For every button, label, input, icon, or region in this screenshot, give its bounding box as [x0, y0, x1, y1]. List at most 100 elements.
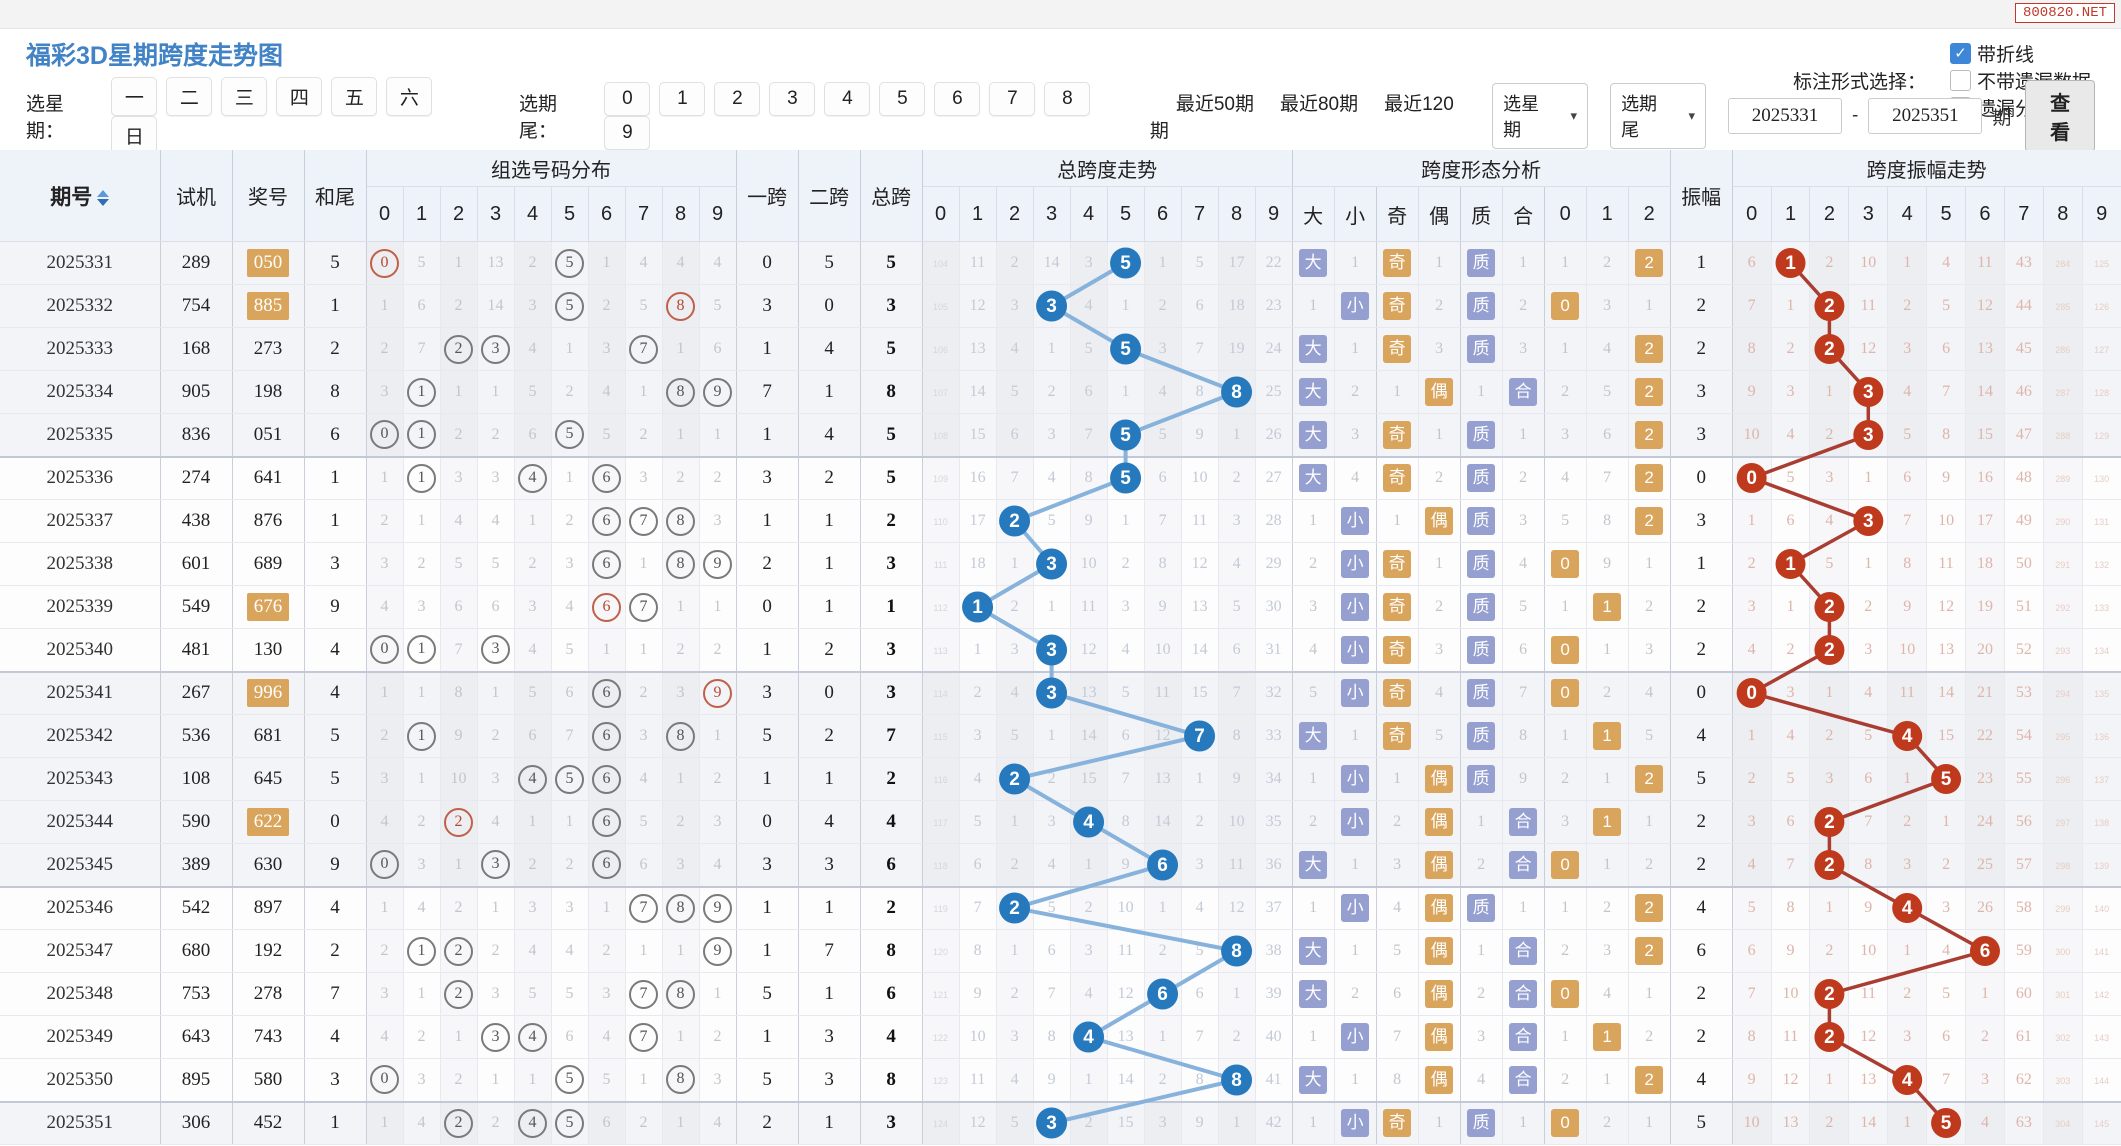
cell-dist-7: 4	[625, 241, 663, 285]
cell-span2: 7	[798, 929, 861, 973]
tail-button-5[interactable]: 5	[879, 82, 926, 116]
miss-count: 62	[2015, 1070, 2032, 1088]
cell-amp-trend-1: 9	[1771, 929, 1811, 973]
cell-dist-6: 5	[588, 1058, 626, 1103]
cell-dist-6: 5	[588, 413, 626, 458]
cell-span-trend-4: 11	[1070, 585, 1108, 629]
miss-count: 4	[1084, 985, 1093, 1002]
tail-button-2[interactable]: 2	[714, 82, 761, 116]
cell-span-trend-9: 39	[1255, 972, 1293, 1016]
cell-dist-5: 5	[551, 972, 589, 1016]
cell-comp: 1	[1502, 1101, 1545, 1145]
view-button[interactable]: 查看	[2025, 80, 2095, 152]
cell-dist-4: 4	[514, 1101, 552, 1145]
tail-select[interactable]: 选期尾 ▾	[1610, 83, 1706, 149]
range-from-input[interactable]	[1727, 98, 1842, 134]
cell-mod-2: 2	[1628, 456, 1671, 500]
week-button-4[interactable]: 四	[276, 77, 323, 116]
miss-count: 39	[1265, 985, 1282, 1002]
checkbox-checked[interactable]: ✓	[1949, 43, 1971, 64]
tail-button-8[interactable]: 8	[1044, 82, 1091, 116]
miss-count: 5	[528, 985, 537, 1002]
column-header-issue[interactable]: 期号	[0, 150, 161, 242]
miss-count: 129	[2094, 430, 2110, 441]
miss-count: 55	[2015, 770, 2032, 787]
cell-issue: 2025344	[0, 800, 161, 844]
cell-prime: 质	[1460, 413, 1503, 458]
cell-amp-trend-4: 2	[1887, 972, 1928, 1016]
digit-ring: 4	[518, 463, 547, 493]
cell-span-trend-4	[1070, 1015, 1108, 1059]
tail-button-7[interactable]: 7	[989, 82, 1036, 116]
cell-dist-2: 2	[440, 413, 478, 458]
week-select[interactable]: 选星期 ▾	[1492, 83, 1589, 149]
cell-amp-trend-9: 131	[2082, 499, 2121, 543]
miss-count: 1	[1645, 813, 1654, 830]
week-buttons: 一二三四五六日	[111, 77, 493, 155]
miss-count: 1	[1309, 297, 1318, 314]
cell-big: 大	[1292, 843, 1335, 888]
cell-amp-trend-6: 18	[1965, 542, 2005, 586]
miss-count: 1	[1477, 942, 1486, 959]
prize-highlight: 050	[246, 249, 290, 277]
cell-span2: 0	[798, 284, 861, 328]
tail-button-0[interactable]: 0	[604, 82, 651, 116]
week-button-3[interactable]: 三	[221, 77, 268, 116]
miss-count: 4	[602, 1028, 611, 1045]
recent-link-2[interactable]: 最近120期	[1149, 94, 1454, 142]
recent-link-0[interactable]: 最近50期	[1175, 94, 1254, 115]
cell-span2: 3	[798, 843, 861, 888]
cell-mod-0: 2	[1544, 757, 1587, 801]
amp-trend-digit-header-1: 1	[1771, 186, 1811, 242]
cell-dist-6: 4	[588, 1015, 626, 1059]
week-button-2[interactable]: 二	[166, 77, 213, 116]
miss-count: 2	[1351, 985, 1360, 1002]
miss-count: 2	[417, 813, 426, 830]
range-to-input[interactable]	[1868, 98, 1983, 134]
week-button-6[interactable]: 六	[386, 77, 433, 116]
cell-dist-5: 5	[551, 284, 589, 328]
week-button-5[interactable]: 五	[331, 77, 378, 116]
big-highlight: 大	[1299, 420, 1328, 449]
miss-count: 1	[1351, 855, 1360, 873]
cell-span-trend-5: 1	[1107, 370, 1145, 414]
cell-prime: 2	[1460, 972, 1503, 1016]
tail-button-9[interactable]: 9	[604, 116, 651, 150]
cell-amp-trend-5	[1926, 757, 1967, 801]
miss-count: 1	[1519, 425, 1528, 443]
cell-amp-trend-9: 141	[2082, 929, 2121, 973]
cell-dist-0: 0	[366, 628, 404, 673]
cell-amp-trend-8: 286	[2043, 327, 2083, 371]
cell-amp-trend-5: 7	[1926, 370, 1967, 414]
miss-count: 4	[713, 855, 722, 873]
cell-amp-trend-3: 12	[1848, 327, 1889, 371]
prize-highlight: 885	[246, 292, 290, 320]
tail-button-1[interactable]: 1	[659, 82, 706, 116]
cell-amp-trend-3	[1848, 413, 1889, 458]
cell-dist-4: 1	[514, 1058, 552, 1103]
week-button-7[interactable]: 日	[111, 116, 158, 155]
cell-span-trend-7: 13	[1181, 585, 1219, 629]
tail-button-6[interactable]: 6	[934, 82, 981, 116]
week-button-1[interactable]: 一	[111, 77, 158, 116]
tail-button-3[interactable]: 3	[769, 82, 816, 116]
tail-button-4[interactable]: 4	[824, 82, 871, 116]
recent-link-1[interactable]: 最近80期	[1279, 94, 1359, 115]
miss-count: 45	[2015, 340, 2032, 357]
cell-dist-9: 2	[699, 456, 737, 500]
miss-count: 2	[973, 684, 982, 702]
cell-mod-2: 2	[1628, 499, 1671, 543]
cell-amp-trend-3: 2	[1848, 585, 1889, 629]
cell-amp-trend-3: 12	[1848, 1015, 1889, 1059]
cell-issue: 2025342	[0, 714, 161, 758]
cell-amp-trend-9: 125	[2082, 241, 2121, 285]
miss-count: 2	[713, 1028, 722, 1045]
miss-count: 10	[1938, 512, 1955, 529]
cell-mod-2: 2	[1628, 327, 1671, 371]
miss-count: 13	[1191, 598, 1208, 615]
checkbox-unchecked[interactable]	[1949, 70, 1971, 91]
cell-amp-trend-1: 11	[1771, 1015, 1811, 1059]
miss-count: 5	[1309, 684, 1318, 702]
cell-mod-0: 0	[1544, 671, 1587, 715]
cell-span-total: 1	[860, 585, 923, 629]
